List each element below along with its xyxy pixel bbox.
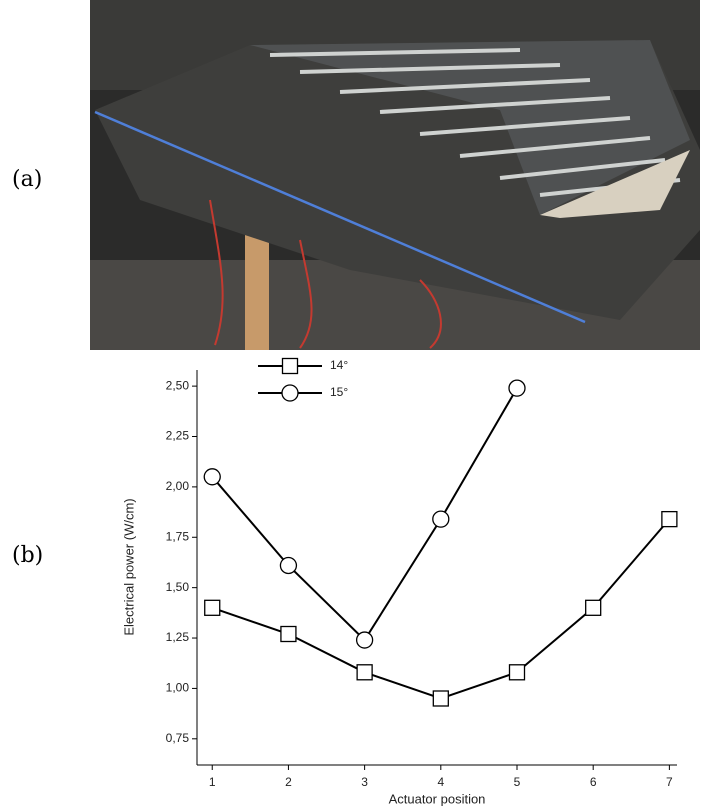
y-tick-label: 0,75	[166, 731, 190, 745]
data-point	[355, 631, 374, 649]
y-tick-label: 1,00	[166, 681, 190, 695]
series-line	[211, 387, 518, 642]
panel-label: (a)	[12, 167, 42, 192]
data-point	[280, 625, 297, 643]
y-tick-label: 1,75	[166, 529, 190, 543]
legend-marker	[281, 384, 299, 402]
data-point	[432, 510, 450, 528]
data-point	[356, 664, 373, 681]
data-point	[204, 599, 221, 616]
legend-label: 15°	[330, 385, 348, 399]
y-tick-label: 2,50	[166, 378, 190, 392]
panel-label: (b)	[12, 543, 43, 568]
photo	[90, 0, 700, 350]
data-point	[508, 379, 526, 397]
y-tick-label: 1,25	[166, 630, 190, 644]
data-point	[279, 556, 298, 575]
y-tick-label: 2,00	[166, 479, 190, 493]
x-tick-label: 2	[285, 775, 292, 789]
x-axis-label: Actuator position	[389, 791, 486, 806]
y-tick-label: 1,50	[166, 580, 190, 594]
x-tick-label: 6	[590, 775, 597, 789]
x-tick-label: 3	[361, 775, 368, 789]
data-point	[203, 468, 221, 486]
data-point	[585, 599, 602, 616]
data-point	[508, 664, 526, 681]
x-tick-label: 1	[209, 775, 216, 789]
y-tick-label: 2,25	[166, 429, 190, 443]
x-tick-label: 4	[437, 775, 444, 789]
legend-label: 14°	[330, 358, 348, 372]
data-point	[661, 510, 678, 528]
data-point	[432, 690, 449, 707]
x-tick-label: 5	[514, 775, 521, 789]
legend-marker	[281, 357, 299, 375]
y-axis-label: Electrical power (W/cm)	[121, 498, 136, 635]
x-tick-label: 7	[666, 775, 673, 789]
